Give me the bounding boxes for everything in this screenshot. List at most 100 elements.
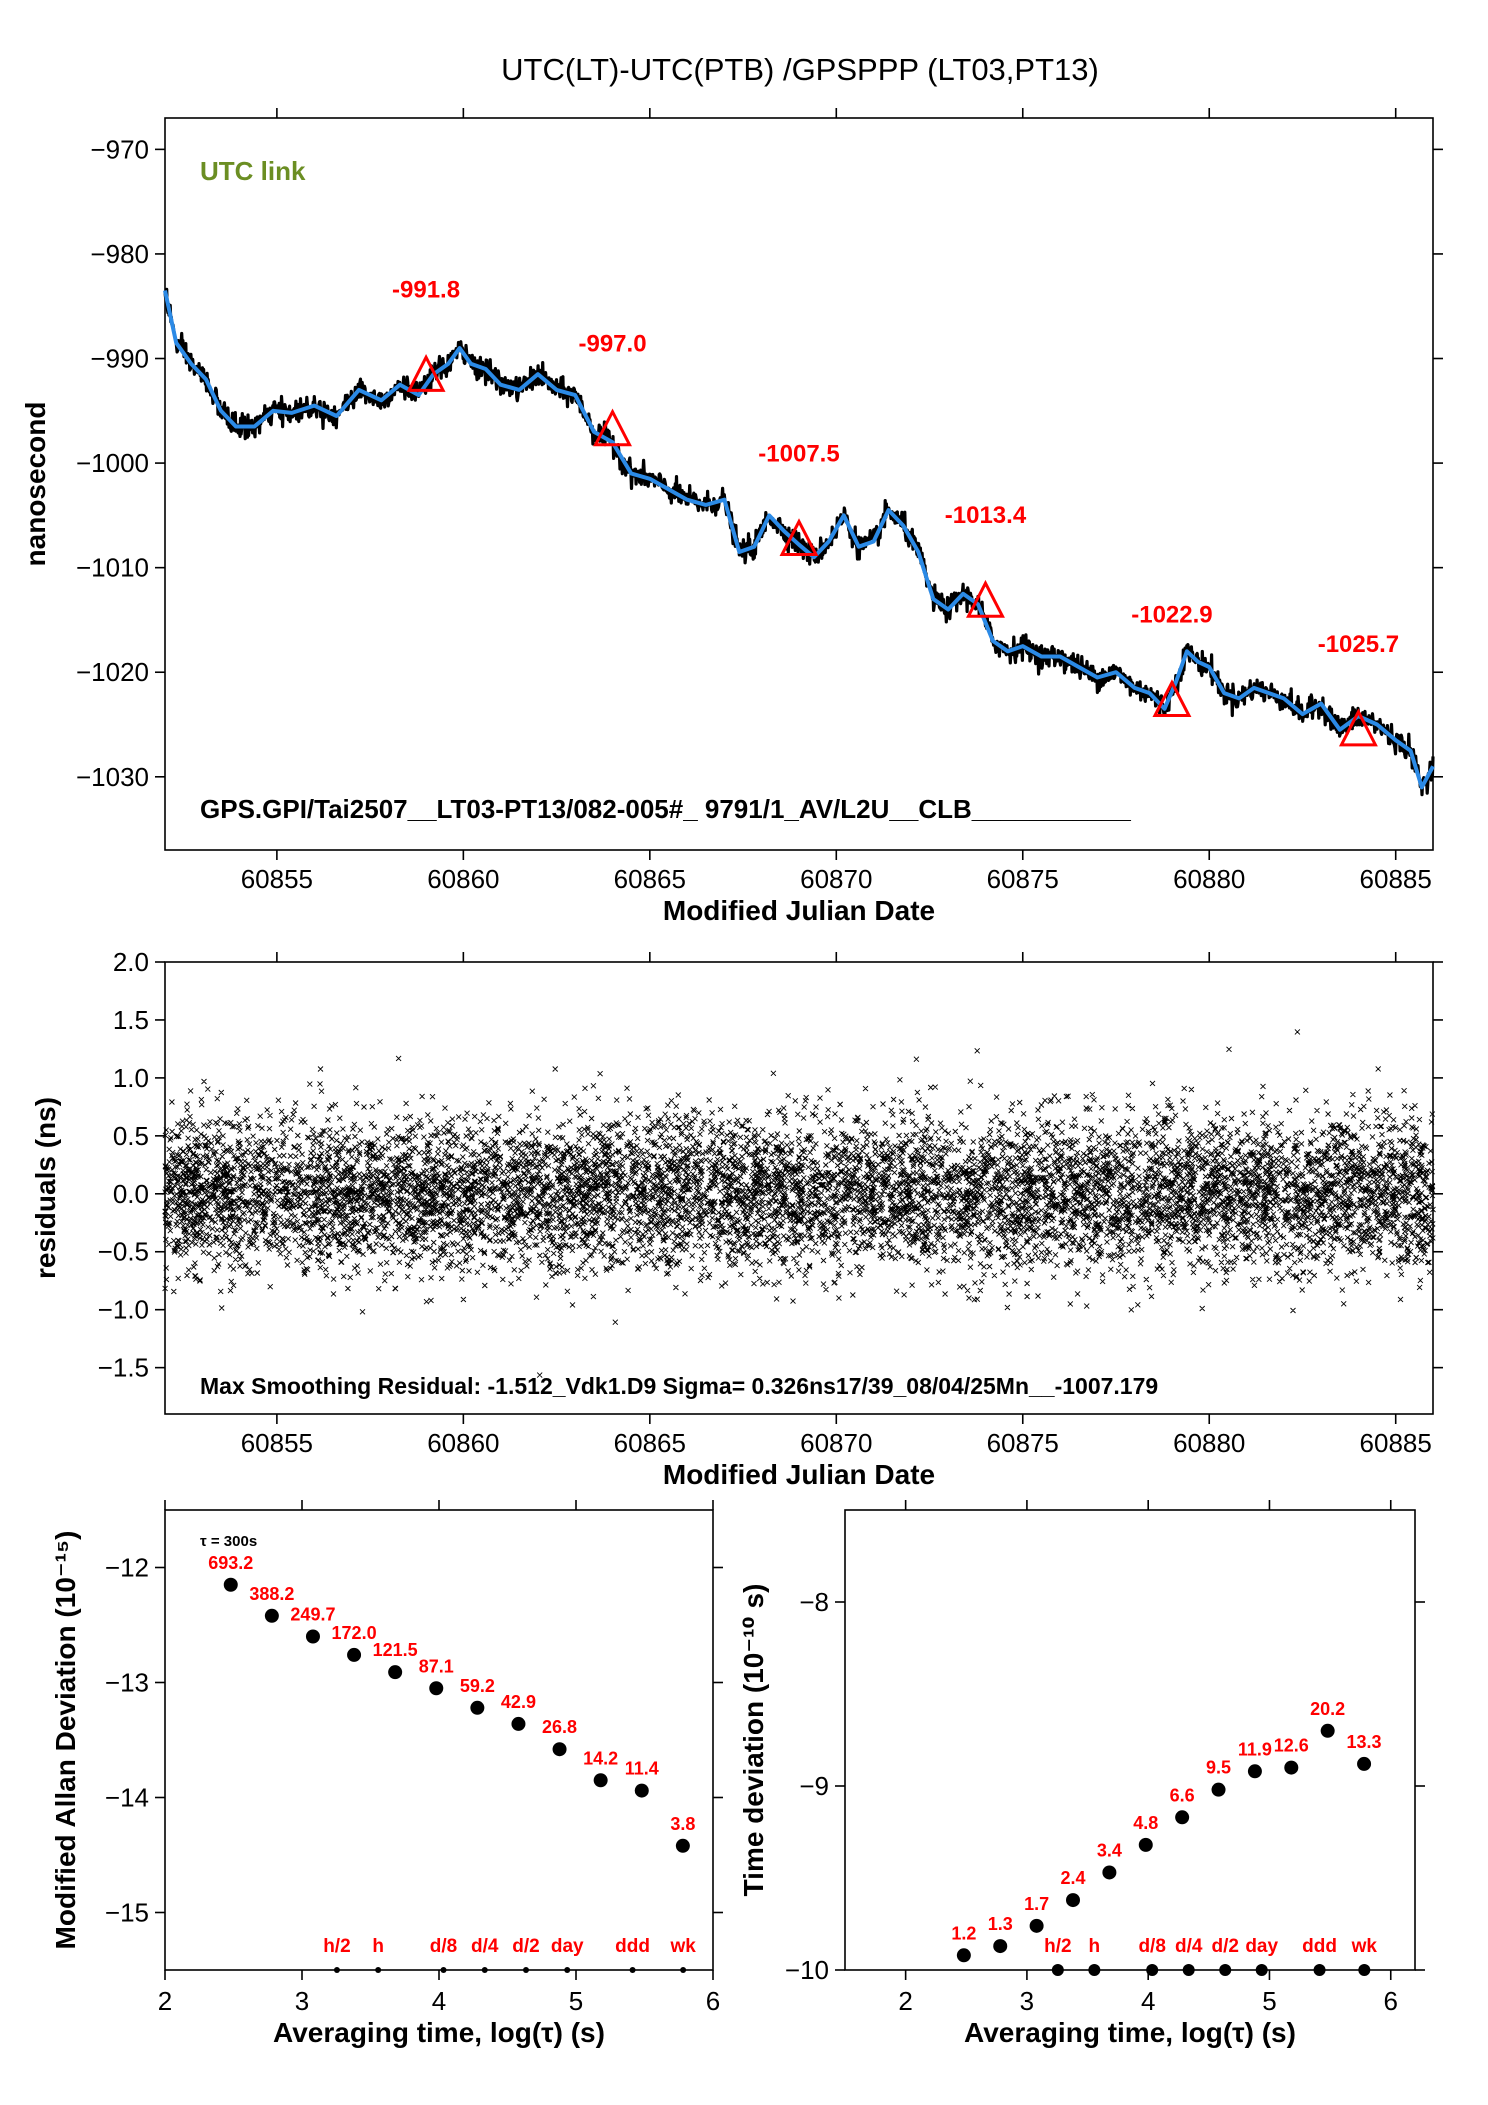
x-axis-title: Modified Julian Date — [663, 895, 935, 926]
interval-marker-label: d/4 — [1175, 1936, 1203, 1957]
annotation-label: -997.0 — [578, 331, 646, 358]
y-axis-title: Modified Allan Deviation (10⁻¹⁵) — [50, 1531, 81, 1950]
point-value-label: 11.9 — [1238, 1739, 1272, 1759]
interval-marker-label: h — [372, 1936, 384, 1957]
plot-frame — [164, 117, 1434, 851]
deviation-point — [1066, 1893, 1080, 1908]
x-tick-label: 60855 — [241, 1428, 313, 1458]
panel-clock-offset: −970 −980 −990 −1000 −1010 −1020 −1030 60855 608… — [20, 108, 1443, 926]
residual-summary-label: Max Smoothing Residual: -1.512_Vdk1.D9 S… — [200, 1373, 1158, 1399]
interval-marker-label: h — [1089, 1936, 1101, 1957]
deviation-point — [1175, 1810, 1190, 1825]
y-tick-label: −1030 — [76, 762, 149, 792]
interval-marker — [1051, 1964, 1064, 1976]
interval-marker — [333, 1967, 340, 1973]
x-tick-label: 60885 — [1360, 1428, 1432, 1458]
interval-marker — [629, 1967, 636, 1973]
x-axis-title: Averaging time, log(τ) (s) — [964, 2017, 1296, 2048]
y-axis-title: Time deviation (10⁻¹⁰ s) — [738, 1584, 769, 1897]
point-value-label: 1.2 — [951, 1923, 976, 1943]
interval-marker — [375, 1967, 382, 1973]
panel-residuals: 2.0 1.5 1.0 0.5 0.0 −0.5 −1.0 −1.5 60855 60860 608… — [30, 947, 1443, 1490]
y-tick-label: −10 — [785, 1955, 829, 1985]
deviation-point — [593, 1773, 608, 1788]
deviation-point — [956, 1948, 971, 1963]
x-tick-label: 2 — [898, 1986, 912, 2016]
annotation-label: -991.8 — [392, 276, 460, 303]
point-value-label: 3.8 — [670, 1814, 695, 1834]
point-value-label: 4.8 — [1133, 1813, 1158, 1833]
chart-title: UTC(LT)-UTC(PTB) /GPSPPP (LT03,PT13) — [501, 52, 1099, 87]
point-value-label: 9.5 — [1206, 1758, 1231, 1778]
y-tick-label: 1.5 — [113, 1005, 149, 1035]
annotation-triangle — [779, 518, 819, 557]
x-tick-label: 3 — [295, 1986, 309, 2016]
panel-time-deviation: −8 −9 −10 2 3 4 5 6 Averaging time, log(τ) (s) Ti… — [738, 1500, 1425, 2048]
interval-marker-label: d/8 — [1138, 1936, 1165, 1957]
deviation-point — [1247, 1764, 1262, 1779]
annotation-triangle — [593, 408, 632, 447]
x-tick-label: 4 — [1141, 1986, 1155, 2016]
x-tick-label: 60870 — [800, 864, 872, 894]
x-tick-label: 60860 — [427, 864, 499, 894]
point-value-label: 14.2 — [583, 1748, 618, 1768]
y-tick-label: −980 — [90, 239, 149, 269]
annotation-triangle — [1152, 679, 1192, 718]
y-tick-label: −1010 — [76, 553, 149, 583]
point-value-label: 693.2 — [208, 1553, 253, 1573]
plot-frame — [164, 1509, 714, 1971]
interval-marker — [481, 1967, 488, 1973]
data-source-label: GPS.GPI/Tai2507__LT03-PT13/082-005#_ 979… — [200, 794, 1131, 824]
x-tick-label: 5 — [569, 1986, 583, 2016]
residual-points — [162, 1029, 1436, 1378]
deviation-point — [675, 1838, 690, 1853]
y-tick-label: 0.5 — [113, 1121, 149, 1151]
interval-marker-label: d/2 — [512, 1936, 539, 1957]
deviation-point — [223, 1577, 238, 1592]
annotation-label: -1013.4 — [945, 502, 1027, 529]
interval-marker-label: wk — [669, 1936, 696, 1957]
deviation-point — [1102, 1865, 1117, 1880]
deviation-point — [552, 1742, 567, 1757]
y-tick-label: −1.5 — [98, 1353, 149, 1383]
point-value-label: 3.4 — [1097, 1840, 1122, 1860]
x-tick-label: 5 — [1262, 1986, 1276, 2016]
y-tick-label: −1000 — [76, 448, 149, 478]
x-tick-label: 60865 — [614, 864, 686, 894]
plot-frame — [844, 1509, 1416, 1971]
point-value-label: 249.7 — [290, 1605, 335, 1625]
y-tick-label: −12 — [105, 1553, 149, 1583]
y-tick-label: −14 — [105, 1783, 149, 1813]
x-tick-label: 60865 — [614, 1428, 686, 1458]
point-value-label: 87.1 — [419, 1656, 454, 1676]
deviation-point — [305, 1629, 320, 1644]
annotation-triangle — [966, 579, 1005, 618]
smoothed-series-line — [163, 290, 1435, 790]
x-tick-label: 60855 — [241, 864, 313, 894]
point-value-label: 2.4 — [1060, 1868, 1085, 1888]
interval-marker — [1255, 1964, 1268, 1976]
y-axis-title: residuals (ns) — [30, 1097, 61, 1279]
interval-marker — [1313, 1964, 1326, 1976]
interval-marker-label: h/2 — [323, 1936, 350, 1957]
point-value-label: 1.7 — [1024, 1894, 1049, 1914]
x-tick-label: 3 — [1020, 1986, 1034, 2016]
y-tick-label: 0.0 — [113, 1179, 149, 1209]
interval-marker-label: day — [1245, 1936, 1278, 1957]
deviation-point — [993, 1939, 1008, 1954]
annotation-triangle — [1338, 708, 1378, 747]
y-tick-label: −970 — [90, 134, 149, 164]
interval-marker-label: wk — [1351, 1936, 1378, 1957]
annotation-label: -1007.5 — [758, 441, 839, 468]
point-value-label: 42.9 — [501, 1692, 536, 1712]
y-tick-label: −13 — [105, 1668, 149, 1698]
y-axis-title: nanosecond — [20, 402, 51, 567]
x-tick-label: 60860 — [427, 1428, 499, 1458]
deviation-point — [1357, 1756, 1372, 1771]
deviation-point — [511, 1716, 526, 1731]
y-tick-label: −9 — [799, 1771, 829, 1801]
point-value-label: 1.3 — [988, 1914, 1013, 1934]
x-tick-label: 60875 — [987, 864, 1059, 894]
deviation-point — [429, 1681, 444, 1696]
